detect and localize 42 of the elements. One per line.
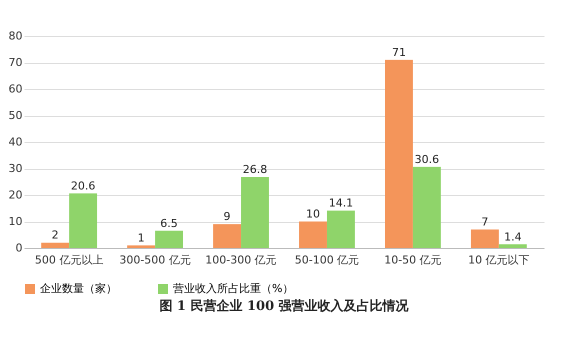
y-tick-label: 40 <box>8 136 22 148</box>
data-label: 1.4 <box>504 230 522 244</box>
bar <box>470 229 499 248</box>
data-label: 10 <box>306 208 320 220</box>
data-label: 6.5 <box>160 216 178 230</box>
data-label: 7 <box>481 215 488 228</box>
y-tick-label: 30 <box>8 162 22 175</box>
bar <box>299 222 327 248</box>
y-tick-label: 0 <box>16 242 22 254</box>
x-tick-label: 10-50 亿元 <box>384 254 442 266</box>
bar <box>498 244 527 248</box>
x-tick-label: 100-300 亿元 <box>205 254 277 266</box>
data-label: 1 <box>138 231 145 244</box>
data-label: 20.6 <box>70 179 96 192</box>
x-tick-label: 300-500 亿元 <box>119 254 191 266</box>
bar <box>41 242 70 248</box>
bar <box>384 60 413 248</box>
x-tick-label: 500 亿元以上 <box>34 254 104 266</box>
data-label: 30.6 <box>414 152 440 166</box>
bar <box>213 224 242 248</box>
bar <box>155 230 184 248</box>
data-label: 71 <box>392 46 406 59</box>
legend-label: 营业收入所占比重（%） <box>173 282 294 295</box>
data-label: 9 <box>224 210 231 224</box>
y-tick-label: 50 <box>8 109 22 122</box>
bar <box>326 210 355 248</box>
text: 图 1 民营企业 100 强营业收入及占比情况 <box>159 298 410 314</box>
y-tick-label: 60 <box>8 82 22 96</box>
y-tick-label: 80 <box>8 30 22 42</box>
bar <box>241 176 269 248</box>
data-label: 26.8 <box>242 162 268 176</box>
y-tick-label: 10 <box>8 215 22 228</box>
y-tick-label: 20 <box>8 188 22 202</box>
legend-label: 企业数量（家） <box>40 282 117 295</box>
y-tick-label: 70 <box>8 56 22 69</box>
data-label: 2 <box>52 228 59 242</box>
x-tick-label: 10 亿元以下 <box>468 254 530 266</box>
bar <box>127 245 156 248</box>
bar <box>69 193 98 248</box>
data-label: 14.1 <box>328 196 354 210</box>
x-tick-label: 50-100 亿元 <box>294 254 360 266</box>
bar <box>412 166 441 248</box>
